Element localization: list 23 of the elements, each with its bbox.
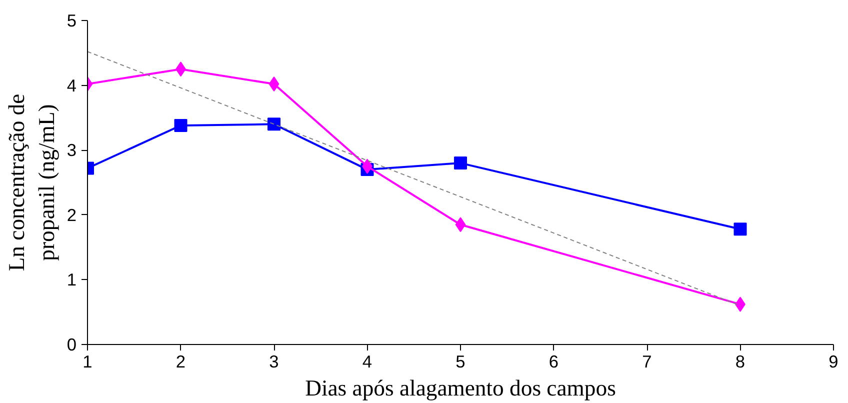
x-tick-label: 4 xyxy=(362,352,372,372)
y-tick-label: 5 xyxy=(66,10,77,30)
x-tick-label: 7 xyxy=(642,352,652,372)
point xyxy=(454,156,467,170)
point xyxy=(268,76,280,92)
point xyxy=(268,118,280,131)
x-tick-label: 6 xyxy=(548,352,559,372)
y-tick-label: 3 xyxy=(66,140,77,160)
y-tick-label: 0 xyxy=(66,334,77,354)
y-axis-title: Ln concentração de propanil (ng/mL) xyxy=(4,94,59,272)
y-tick-label: 4 xyxy=(66,75,77,96)
y-tick-label: 2 xyxy=(66,204,77,225)
x-tick-label: 2 xyxy=(176,352,186,372)
x-tick-label: 8 xyxy=(735,352,746,372)
point xyxy=(174,118,188,132)
x-tick-label: 3 xyxy=(269,352,279,372)
x-axis-title: Dias após alagamento dos campos xyxy=(305,376,616,400)
x-tick-label: 5 xyxy=(456,352,466,372)
x-tick-label: 1 xyxy=(82,352,92,372)
y-tick-label: 1 xyxy=(66,270,77,290)
x-tick-label: 9 xyxy=(828,352,838,372)
point xyxy=(734,222,747,236)
point xyxy=(455,217,466,232)
